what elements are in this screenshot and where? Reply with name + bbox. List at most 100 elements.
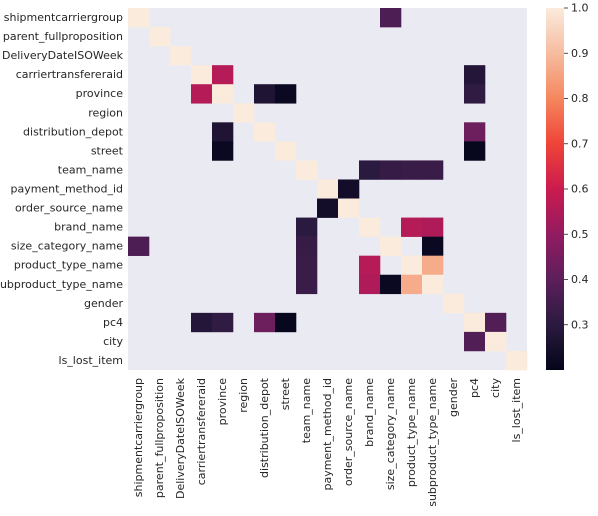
heatmap-cell	[275, 312, 297, 333]
colorbar-tick-label: 0.8	[571, 92, 589, 105]
heatmap-cell	[338, 179, 360, 199]
heatmap-cell	[191, 65, 213, 85]
heatmap-cell	[401, 274, 423, 295]
column-label: size_category_name	[384, 378, 397, 490]
heatmap-cell	[464, 84, 486, 104]
heatmap-cell	[296, 217, 318, 237]
heatmap-cell	[317, 198, 339, 218]
heatmap-cell	[464, 331, 486, 352]
row-label: size_category_name	[11, 240, 123, 253]
colorbar-tick-label: 0.7	[571, 137, 589, 150]
heatmap-cell	[359, 160, 381, 180]
heatmap-cell	[422, 217, 444, 237]
colorbar-tick-label: 0.9	[571, 47, 589, 60]
column-label: gender	[447, 378, 460, 417]
heatmap-cell	[212, 65, 234, 85]
heatmap-cell	[254, 312, 276, 333]
heatmap-cell	[485, 312, 507, 333]
row-label: parent_fullproposition	[3, 30, 123, 43]
heatmap-cell	[464, 122, 486, 142]
column-label: team_name	[300, 378, 313, 443]
heatmap-cell	[191, 84, 213, 104]
colorbar-tick-label: 1.0	[571, 2, 589, 15]
heatmap-cell	[464, 65, 486, 85]
heatmap-cell	[128, 236, 150, 256]
column-label: street	[279, 377, 292, 410]
row-label: shipmentcarriergroup	[4, 11, 123, 24]
row-label: city	[103, 335, 123, 348]
heatmap-cell	[380, 236, 402, 256]
row-label: order_source_name	[15, 202, 123, 215]
row-label: brand_name	[54, 221, 123, 234]
heatmap-cell	[359, 217, 381, 237]
heatmap-cell	[254, 84, 276, 104]
colorbar-tick-label: 0.4	[571, 273, 589, 286]
heatmap-cell	[443, 293, 465, 314]
heatmap-cell	[338, 198, 360, 218]
row-label: payment_method_id	[10, 183, 123, 196]
heatmap-cell	[464, 141, 486, 161]
column-label: order_source_name	[342, 378, 355, 486]
row-label: carriertransfereraid	[16, 68, 123, 81]
heatmap-cell	[212, 312, 234, 333]
heatmap-cell	[275, 84, 297, 104]
column-label: parent_fullproposition	[153, 378, 166, 498]
heatmap-cell	[296, 274, 318, 295]
colorbar-tick-label: 0.5	[571, 228, 589, 241]
column-label: ls_lost_item	[510, 378, 523, 442]
heatmap-cell	[422, 160, 444, 180]
row-label: region	[88, 106, 123, 119]
row-label: province	[76, 87, 124, 100]
heatmap-cell	[317, 179, 339, 199]
row-label: team_name	[58, 163, 123, 176]
column-label: region	[237, 378, 250, 413]
heatmap-cell	[380, 160, 402, 180]
column-label: payment_method_id	[321, 378, 334, 491]
heatmap-cell	[212, 122, 234, 142]
heatmap-cell	[359, 255, 381, 276]
column-label: product_type_name	[405, 378, 418, 487]
row-label: ls_lost_item	[59, 354, 123, 367]
heatmap-cell	[191, 312, 213, 333]
row-label: street	[91, 144, 124, 157]
heatmap-cell	[170, 46, 192, 66]
row-label: product_type_name	[14, 259, 123, 272]
heatmap-cell	[296, 255, 318, 276]
heatmap-cell	[506, 350, 528, 371]
heatmap-cell	[422, 236, 444, 256]
row-label: subproduct_type_name	[0, 278, 123, 291]
heatmap-cell	[401, 255, 423, 276]
column-label: shipmentcarriergroup	[132, 378, 145, 497]
heatmap-cell	[233, 103, 255, 123]
column-label: pc4	[468, 378, 481, 398]
heatmap-cell	[254, 122, 276, 142]
colorbar	[546, 8, 564, 370]
heatmap-cell	[296, 160, 318, 180]
heatmap-cell	[401, 160, 423, 180]
row-label: DeliveryDateISOWeek	[2, 49, 124, 62]
column-label: brand_name	[363, 378, 376, 447]
colorbar-ticks: 0.3 0.4 0.5 0.6 0.7 0.8 0.9 1.0	[564, 2, 589, 331]
heatmap-cell	[149, 27, 171, 47]
column-labels: shipmentcarriergroup parent_fullpropositi…	[132, 377, 523, 506]
heatmap-cell	[212, 141, 234, 161]
column-label: city	[489, 378, 502, 398]
colorbar-tick-label: 0.6	[571, 183, 589, 196]
heatmap-cells	[128, 8, 528, 371]
heatmap-cell	[212, 84, 234, 104]
row-label: distribution_depot	[23, 125, 124, 138]
column-label: subproduct_type_name	[426, 378, 439, 507]
heatmap-cell	[485, 331, 507, 352]
row-label: gender	[84, 297, 123, 310]
heatmap-cell	[296, 236, 318, 256]
heatmap-cell	[359, 274, 381, 295]
heatmap-cell	[275, 141, 297, 161]
column-label: DeliveryDateISOWeek	[174, 377, 187, 499]
heatmap-cell	[401, 217, 423, 237]
heatmap-cell	[464, 312, 486, 333]
row-label: pc4	[103, 316, 123, 329]
heatmap-cell	[380, 8, 402, 28]
row-labels: shipmentcarriergroup parent_fullpropositi…	[0, 11, 124, 367]
colorbar-tick-label: 0.3	[571, 318, 589, 331]
